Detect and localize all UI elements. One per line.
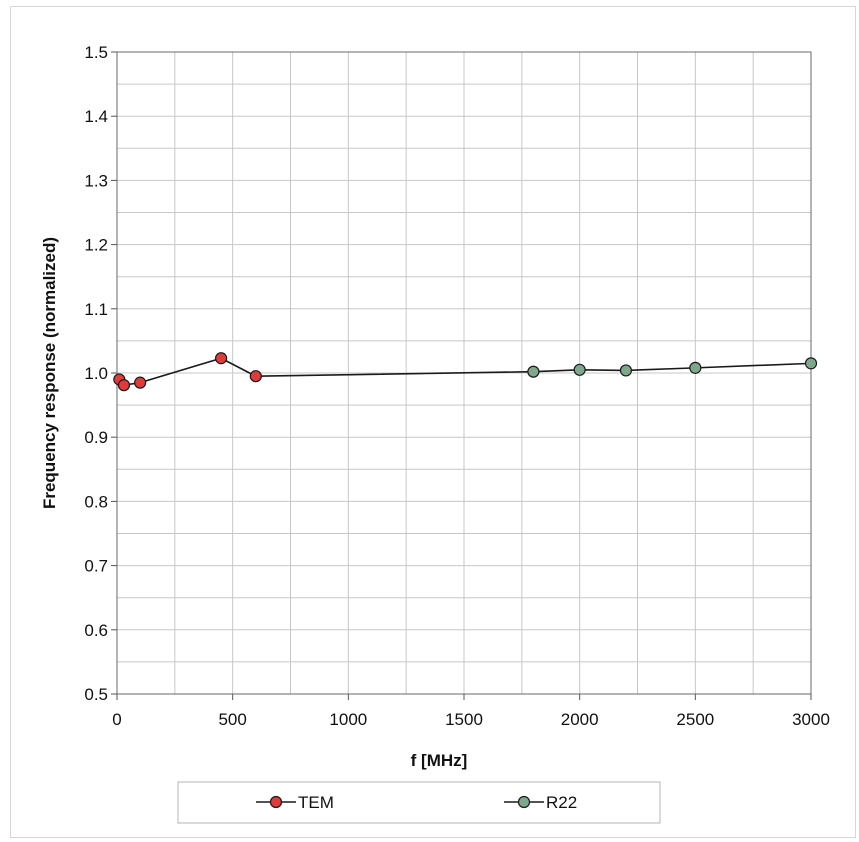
legend-box — [177, 781, 661, 824]
data-point-r22 — [689, 361, 702, 374]
y-tick-label: 1.3 — [84, 171, 108, 190]
chart-frame — [10, 6, 856, 838]
x-axis-title: f [MHz] — [411, 751, 468, 770]
legend-label-r22: R22 — [546, 793, 577, 812]
y-tick-label: 1.4 — [84, 107, 108, 126]
y-tick-label: 1.0 — [84, 364, 108, 383]
data-point-r22 — [527, 365, 540, 378]
data-point-r22 — [804, 357, 818, 370]
x-tick-label: 1000 — [329, 710, 367, 729]
legend-marker-tem — [269, 795, 283, 809]
data-point-tem — [134, 376, 147, 389]
legend-label-tem: TEM — [298, 793, 334, 812]
data-point-tem — [117, 379, 131, 392]
x-tick-label: 2000 — [561, 710, 599, 729]
x-tick-label: 0 — [112, 710, 121, 729]
y-tick-label: 0.5 — [84, 685, 108, 704]
legend: TEM R22 — [177, 781, 661, 824]
series-group — [113, 352, 818, 392]
data-point-r22 — [573, 363, 586, 376]
data-point-tem — [215, 352, 228, 365]
y-tick-label: 0.8 — [84, 492, 108, 511]
y-axis: 0.5 0.6 0.7 0.8 0.9 1.0 1.1 1.2 1.3 1.4 1.5 — [84, 43, 117, 704]
y-tick-label: 0.9 — [84, 428, 108, 447]
y-tick-label: 1.5 — [84, 43, 108, 62]
x-tick-label: 3000 — [792, 710, 830, 729]
y-tick-label: 0.7 — [84, 557, 108, 576]
y-tick-label: 1.1 — [84, 300, 108, 319]
x-tick-label: 2500 — [676, 710, 714, 729]
data-point-tem — [249, 370, 262, 383]
y-axis-title: Frequency response (normalized) — [40, 237, 59, 509]
x-axis: 0 500 1000 1500 2000 2500 3000 — [112, 694, 830, 729]
y-tick-label: 0.6 — [84, 621, 108, 640]
data-point-r22 — [619, 364, 633, 377]
series-line — [118, 357, 812, 387]
y-tick-label: 1.2 — [84, 236, 108, 255]
x-tick-label: 1500 — [445, 710, 483, 729]
x-tick-label: 500 — [218, 710, 246, 729]
legend-marker-r22 — [517, 795, 531, 809]
